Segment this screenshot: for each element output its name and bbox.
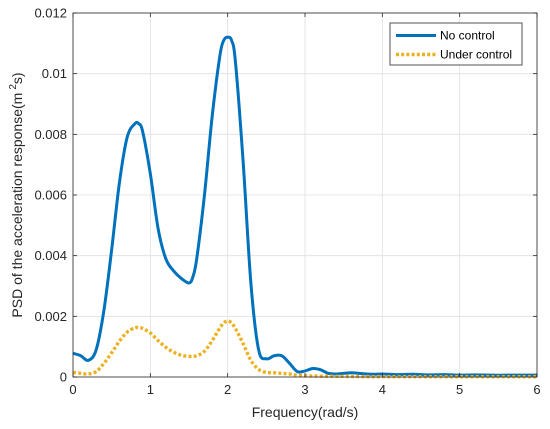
legend-label-no-control: No control [440, 29, 495, 43]
legend-box [389, 22, 523, 66]
y-tick-label: 0.012 [34, 6, 67, 21]
x-tick-label: 1 [147, 382, 154, 397]
y-tick-labels: 0 0.002 0.004 0.006 0.008 0.01 0.012 [34, 6, 67, 385]
x-tick-label: 5 [456, 382, 463, 397]
series-layer [72, 35, 537, 379]
series-line-under-control [72, 319, 537, 379]
axis-ticks [72, 12, 538, 378]
y-axis-label-superscript: 2 [8, 84, 19, 90]
series-line-no-control [72, 35, 537, 377]
y-tick-label: 0.006 [34, 188, 67, 203]
y-tick-label: 0 [60, 370, 67, 385]
y-tick-label: 0.008 [34, 127, 67, 142]
y-tick-label: 0.004 [34, 248, 67, 263]
x-tick-label: 3 [301, 382, 308, 397]
x-tick-label: 6 [533, 382, 540, 397]
y-axis-label: PSD of the acceleration response(m 2s) [8, 72, 25, 317]
x-tick-label: 4 [379, 382, 386, 397]
x-tick-labels: 0 1 2 3 4 5 6 [69, 382, 540, 397]
legend-label-under-control: Under control [440, 48, 512, 62]
x-tick-label: 0 [69, 382, 76, 397]
y-tick-label: 0.002 [34, 309, 67, 324]
legend: No control Under control [389, 22, 523, 66]
x-axis-label: Frequency(rad/s) [252, 404, 359, 420]
x-tick-label: 2 [224, 382, 231, 397]
y-tick-label: 0.01 [42, 66, 67, 81]
y-axis-label-suffix: s) [9, 72, 25, 84]
y-axis-label-main: PSD of the acceleration response(m [9, 93, 25, 318]
